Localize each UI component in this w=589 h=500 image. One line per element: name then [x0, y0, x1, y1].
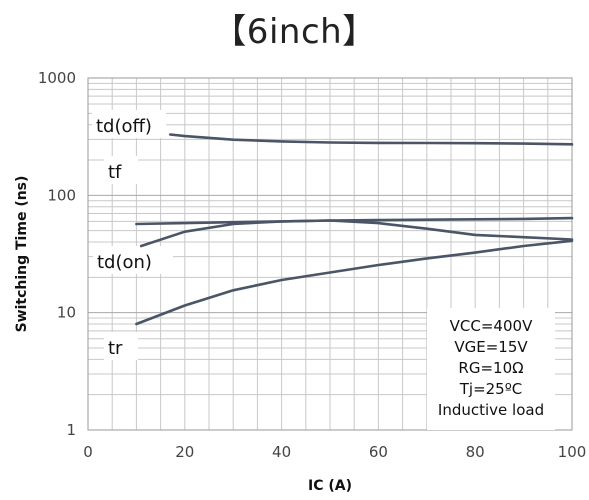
x-tick-label: 80 — [466, 443, 485, 461]
x-axis-title: IC (A) — [308, 478, 352, 494]
series-line — [139, 219, 574, 248]
conditions-background — [427, 308, 555, 430]
series-labels: td(off) tf td(on) tr — [96, 116, 152, 359]
chart-title: 【6inch】 — [212, 12, 377, 52]
series-line — [135, 216, 574, 226]
series-line — [135, 239, 574, 326]
test-conditions: VCC=400V VGE=15V RG=10Ω Tj=25ºC Inductive lo… — [427, 308, 555, 430]
condition-line: RG=10Ω — [458, 359, 523, 377]
series-line — [169, 133, 574, 146]
series-label-background — [93, 246, 173, 274]
series-label: td(off) — [96, 116, 152, 137]
y-tick-labels: 1 10 100 1000 — [38, 69, 76, 439]
x-tick-label: 100 — [558, 443, 587, 461]
series-label-background — [104, 156, 138, 184]
y-tick-label: 1 — [66, 421, 76, 439]
series-lines — [135, 133, 574, 326]
series-label: tr — [108, 338, 123, 359]
y-tick-label: 10 — [57, 304, 76, 322]
condition-line: VGE=15V — [454, 338, 528, 356]
condition-line: VCC=400V — [450, 317, 533, 335]
y-tick-label: 1000 — [38, 69, 76, 87]
x-tick-labels: 0 20 40 60 80 100 — [83, 443, 586, 461]
condition-line: Inductive load — [438, 401, 544, 419]
series-label-background — [92, 110, 166, 138]
series-label: td(on) — [97, 252, 152, 273]
x-tick-label: 0 — [83, 443, 93, 461]
x-tick-label: 60 — [369, 443, 388, 461]
label-backgrounds — [92, 110, 173, 360]
plot-frame — [87, 77, 573, 431]
x-tick-label: 40 — [272, 443, 291, 461]
x-tick-label: 20 — [175, 443, 194, 461]
y-tick-label: 100 — [47, 186, 76, 204]
series-label: tf — [108, 162, 122, 183]
condition-line: Tj=25ºC — [459, 380, 523, 398]
series-label-background — [104, 332, 138, 360]
y-axis-title: Switching Time (ns) — [14, 176, 30, 333]
